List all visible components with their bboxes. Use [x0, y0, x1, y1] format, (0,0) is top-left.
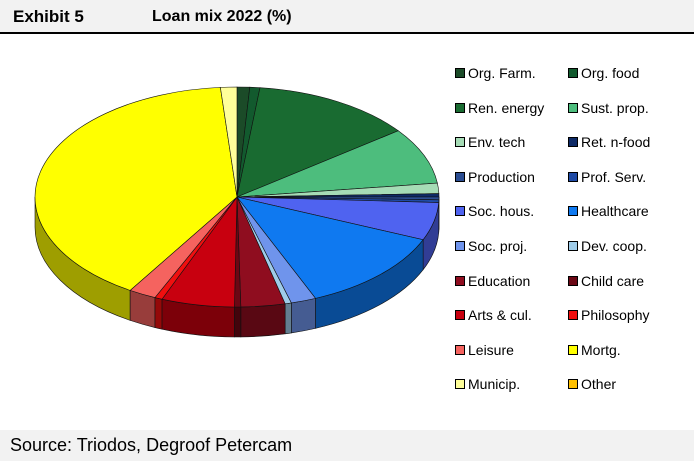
legend-item: Philosophy: [568, 306, 650, 324]
pie-slice-mortg-: [34, 87, 238, 291]
legend-swatch: [455, 102, 465, 113]
legend-item: Municip.: [455, 375, 520, 393]
pie-side-dev-coop-: [284, 302, 292, 335]
legend-label: Education: [468, 272, 531, 289]
legend-swatch: [568, 102, 578, 113]
legend-item: Child care: [568, 272, 644, 290]
legend-item: Arts & cul.: [455, 306, 532, 324]
legend-swatch: [455, 344, 465, 355]
pie-slice-healthcare: [236, 196, 424, 299]
legend-label: Ret. n-food: [581, 134, 651, 151]
legend-label: Prof. Serv.: [581, 168, 647, 185]
legend-label: Mortg.: [581, 341, 621, 358]
legend-item: Mortg.: [568, 341, 621, 359]
legend-swatch: [455, 241, 465, 251]
legend-item: Leisure: [455, 341, 514, 359]
pie-slice-sust-prop-: [236, 130, 438, 198]
pie-side-soc-proj-: [291, 297, 316, 334]
legend-swatch: [455, 171, 465, 182]
legend-swatch: [455, 379, 465, 390]
legend-item: Ren. energy: [455, 99, 544, 117]
pie-slice-municip-: [220, 86, 238, 198]
legend-label: Leisure: [468, 341, 514, 358]
legend-swatch: [455, 310, 465, 321]
legend-label: Philosophy: [581, 307, 650, 324]
pie-side-education: [240, 303, 286, 338]
pie-side-philosophy: [154, 297, 163, 330]
source-text: Source: Triodos, Degroof Petercam: [10, 435, 293, 455]
legend-item: Env. tech: [455, 133, 525, 151]
legend-swatch: [455, 275, 465, 286]
legend-swatch: [568, 275, 578, 286]
pie-chart: [34, 86, 440, 338]
legend-swatch: [568, 137, 578, 148]
legend-item: Education: [455, 272, 530, 290]
source-footer: Source: Triodos, Degroof Petercam: [0, 430, 694, 461]
legend-item: Production: [455, 168, 535, 186]
legend-label: Env. tech: [468, 134, 526, 151]
legend-label: Org. food: [581, 65, 640, 81]
legend-label: Org. Farm.: [468, 65, 536, 81]
legend-label: Soc. proj.: [468, 238, 528, 254]
pie-slice-ren-energy: [236, 87, 399, 198]
legend-swatch: [568, 241, 578, 251]
legend-item: Dev. coop.: [568, 237, 647, 255]
legend-label: Ren. energy: [468, 99, 545, 116]
legend-item: Healthcare: [568, 202, 649, 220]
legend-swatch: [568, 171, 578, 182]
exhibit-label: Exhibit 5: [13, 7, 84, 26]
exhibit-header: Exhibit 5 Loan mix 2022 (%): [0, 0, 694, 34]
legend-item: Org. Farm.: [455, 64, 536, 82]
pie-side-child-care: [234, 306, 242, 338]
legend-label: Healthcare: [581, 203, 649, 220]
legend-swatch: [455, 206, 465, 217]
legend-swatch: [455, 68, 465, 78]
legend-item: Soc. proj.: [455, 237, 527, 255]
legend-label: Municip.: [468, 376, 521, 393]
legend-swatch: [568, 68, 578, 78]
legend-item: Prof. Serv.: [568, 168, 646, 186]
legend-swatch: [455, 137, 465, 148]
legend-label: Soc. hous.: [468, 203, 535, 220]
legend-label: Child care: [581, 272, 645, 289]
chart-title: Loan mix 2022 (%): [152, 8, 292, 25]
legend-item: Other: [568, 375, 616, 393]
legend-swatch: [568, 344, 578, 355]
legend-swatch: [568, 310, 578, 321]
legend-label: Production: [468, 168, 535, 185]
legend-label: Other: [581, 376, 617, 393]
legend-item: Soc. hous.: [455, 202, 534, 220]
legend-swatch: [568, 379, 578, 390]
legend-label: Dev. coop.: [581, 238, 647, 254]
legend-label: Arts & cul.: [468, 307, 532, 324]
legend-item: Sust. prop.: [568, 99, 649, 117]
legend-item: Ret. n-food: [568, 133, 650, 151]
legend-label: Sust. prop.: [581, 99, 649, 116]
legend-item: Org. food: [568, 64, 639, 82]
legend-swatch: [568, 206, 578, 217]
